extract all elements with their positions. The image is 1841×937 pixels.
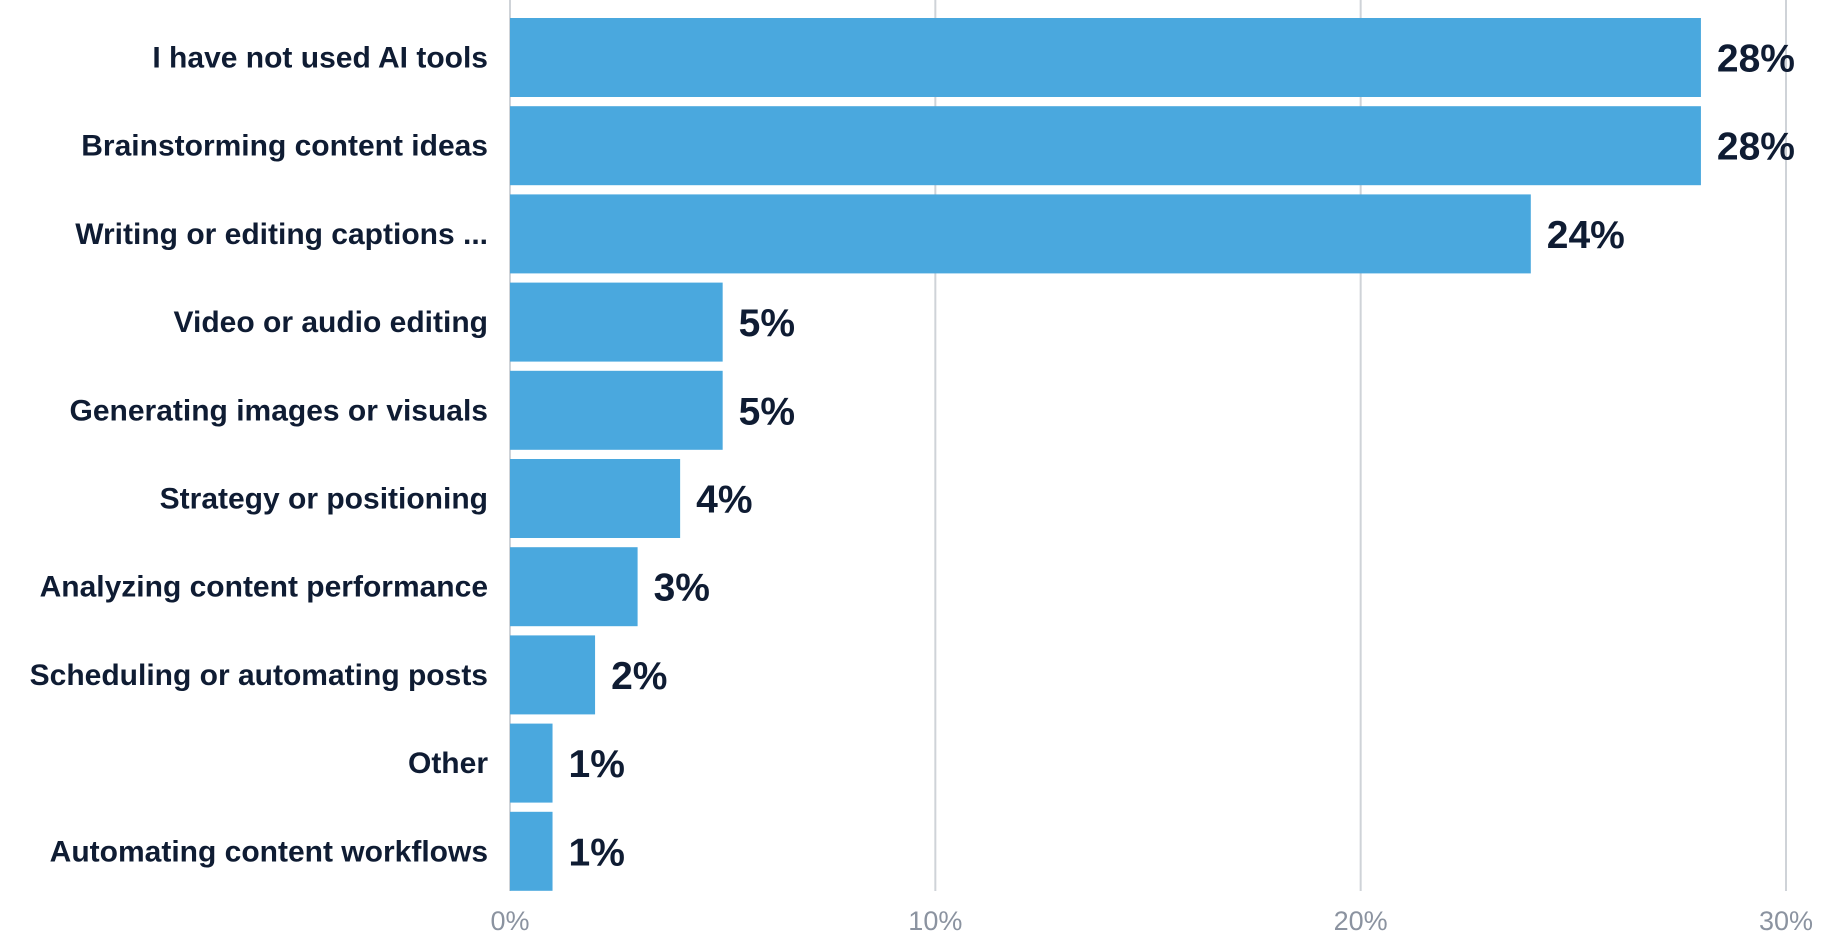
category-label: Strategy or positioning bbox=[160, 483, 488, 516]
x-tick-label: 20% bbox=[1334, 906, 1388, 936]
x-tick-label: 30% bbox=[1759, 906, 1813, 936]
category-label: Automating content workflows bbox=[50, 835, 488, 868]
x-tick-label: 0% bbox=[490, 906, 529, 936]
value-label: 5% bbox=[739, 302, 795, 345]
x-axis-ticks: 0% 10% 20% 30% bbox=[490, 906, 1813, 936]
bar bbox=[510, 106, 1701, 186]
category-label: Video or audio editing bbox=[174, 306, 488, 339]
x-tick-label: 10% bbox=[908, 906, 962, 936]
bar bbox=[510, 635, 596, 715]
category-label: I have not used AI tools bbox=[152, 42, 488, 75]
value-label: 1% bbox=[569, 743, 625, 786]
value-label: 28% bbox=[1717, 38, 1795, 81]
value-label: 1% bbox=[569, 831, 625, 874]
bar bbox=[510, 370, 723, 450]
category-label: Brainstorming content ideas bbox=[81, 130, 488, 163]
value-label: 5% bbox=[739, 390, 795, 433]
bar bbox=[510, 723, 553, 803]
value-label: 3% bbox=[654, 567, 710, 610]
label-layer: I have not used AI tools 28% Brainstorming… bbox=[30, 38, 1795, 875]
category-label: Scheduling or automating posts bbox=[30, 659, 488, 692]
bar bbox=[510, 194, 1531, 274]
bar-layer bbox=[510, 18, 1701, 891]
value-label: 4% bbox=[696, 479, 752, 522]
value-label: 28% bbox=[1717, 126, 1795, 169]
category-label: Other bbox=[408, 747, 488, 780]
value-label: 2% bbox=[611, 655, 667, 698]
bar bbox=[510, 18, 1701, 97]
bar bbox=[510, 282, 723, 362]
category-label: Generating images or visuals bbox=[70, 394, 489, 427]
bar bbox=[510, 547, 638, 627]
category-label: Writing or editing captions ... bbox=[75, 218, 488, 251]
value-label: 24% bbox=[1547, 214, 1625, 257]
bar bbox=[510, 459, 681, 538]
category-label: Analyzing content performance bbox=[40, 571, 488, 604]
bar bbox=[510, 811, 553, 891]
